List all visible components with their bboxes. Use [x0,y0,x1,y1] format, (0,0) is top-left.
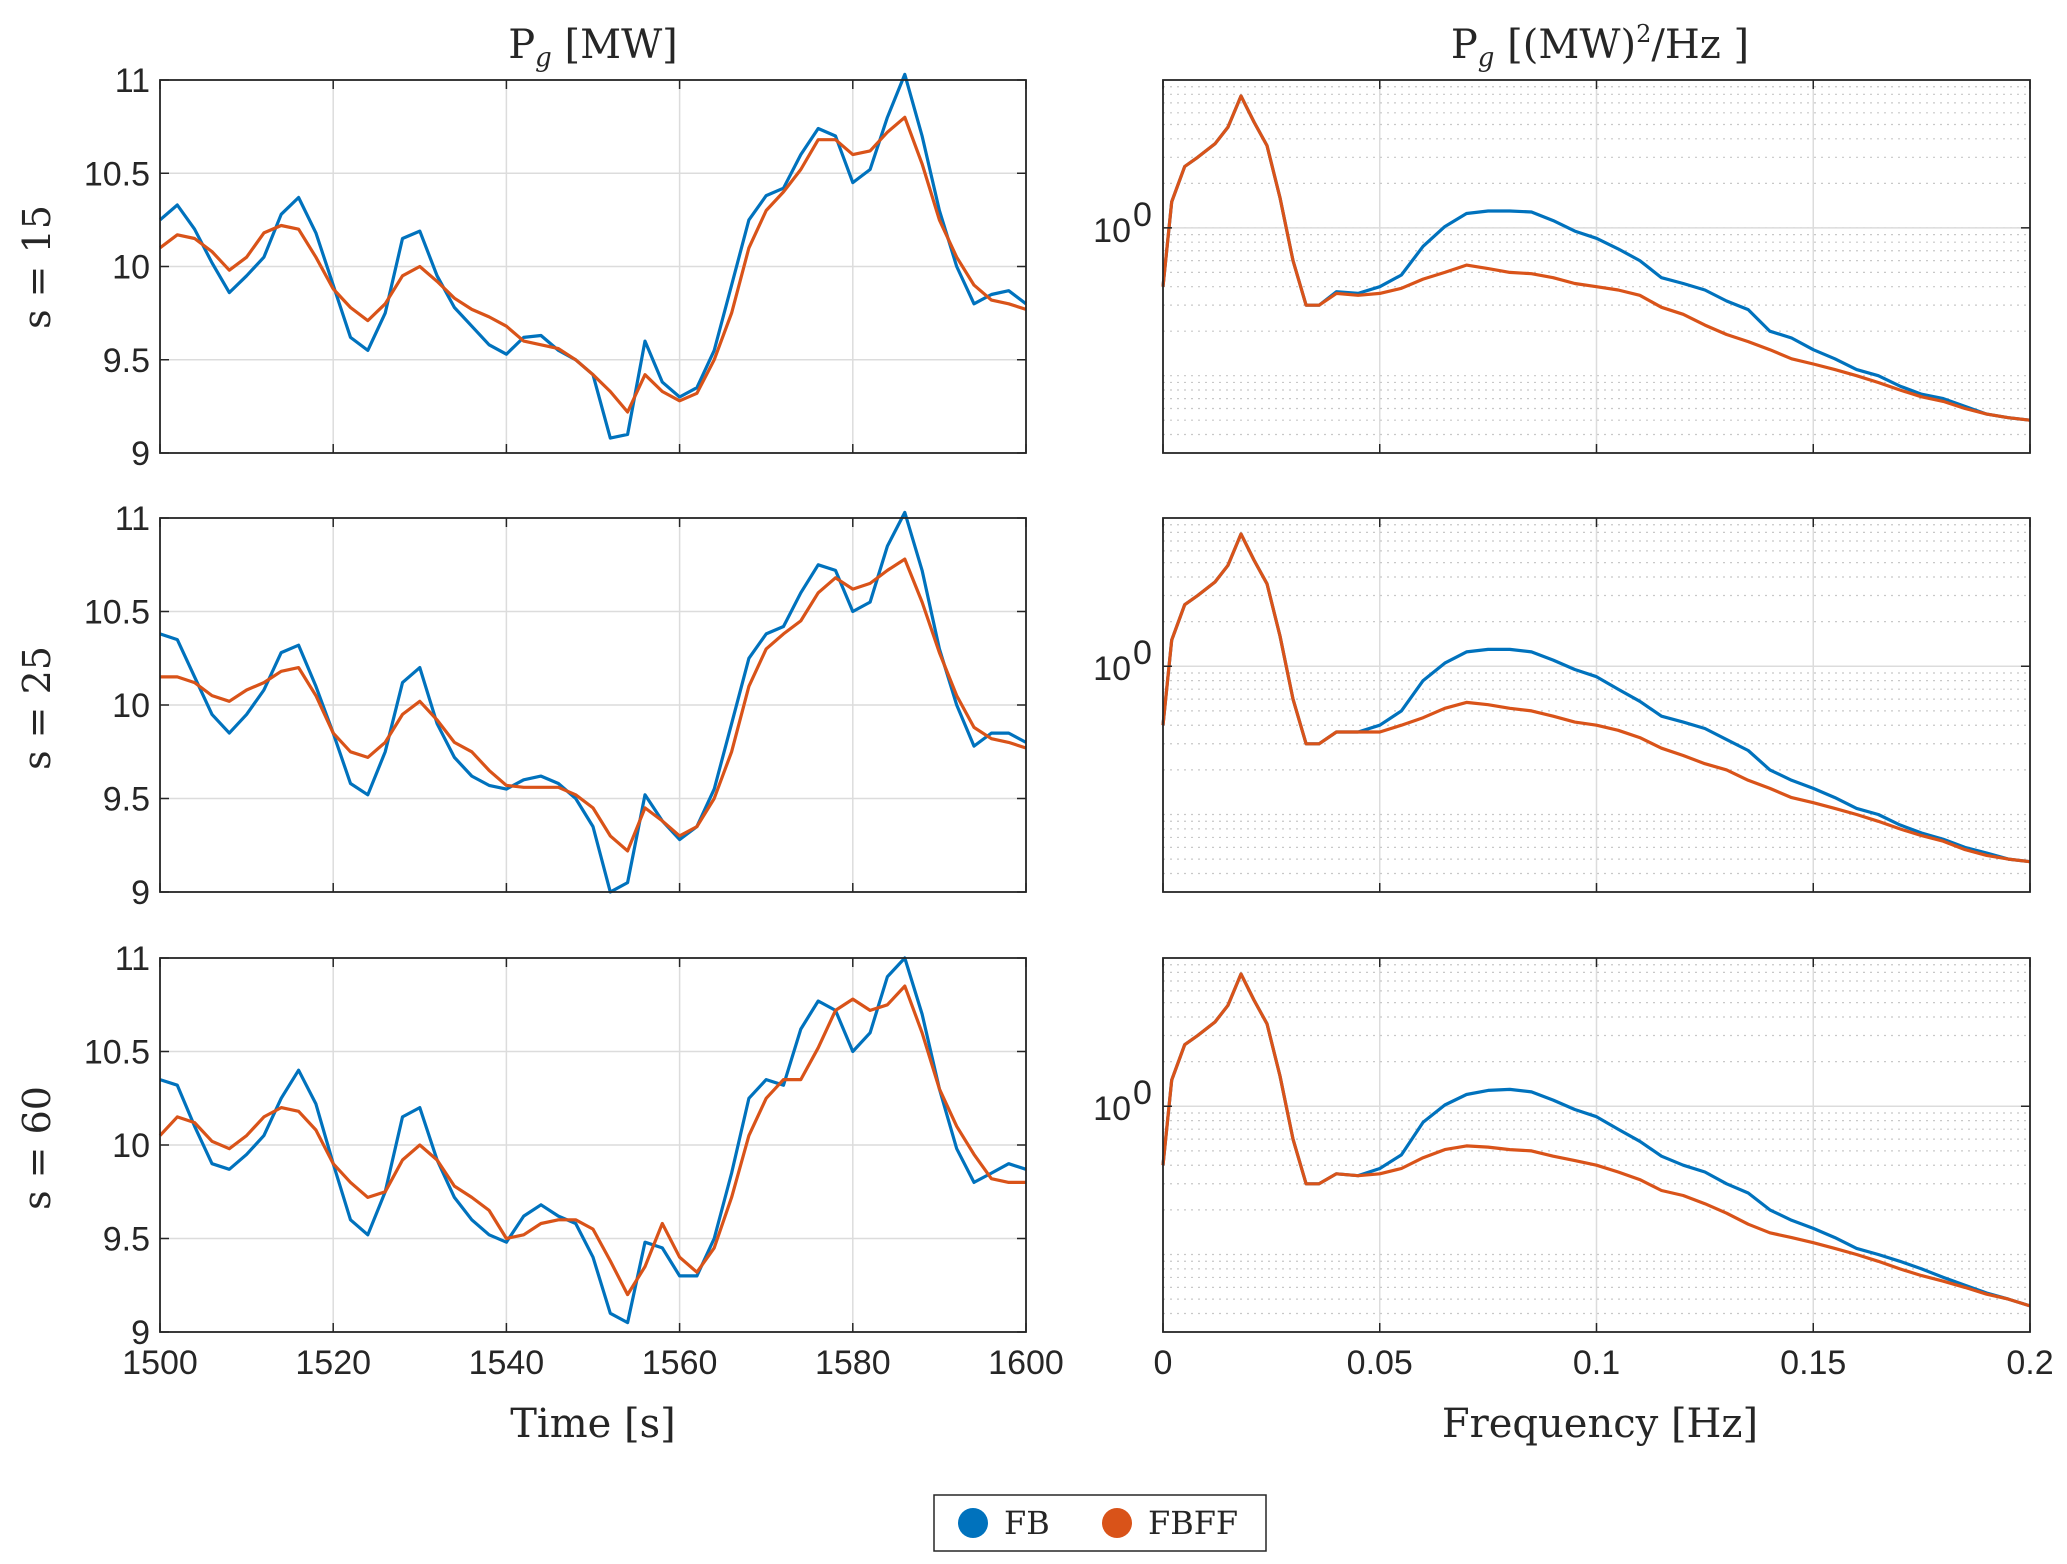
row-label-s25: s = 25 [15,646,59,770]
ytick-label: 11 [115,500,150,538]
xtick-label: 1560 [642,1344,718,1382]
ytick-label: 10 [1093,1090,1131,1128]
ytick-label: 10 [112,249,150,287]
ytick-label: 9.5 [103,1221,150,1259]
ytick-label: 10.5 [84,1034,150,1072]
series-line-fbff [1161,532,2031,864]
xtick-label: 0 [1154,1344,1173,1382]
series-line-fbff [1161,94,2031,422]
legend: FB FBFF [933,1494,1267,1552]
ytick-label: 10.5 [84,594,150,632]
row-label-s60: s = 60 [15,1086,59,1210]
series-line-fb [158,72,1027,440]
legend-marker-fbff [1102,1508,1132,1538]
series-line-fb [159,510,1027,894]
panel-freq-s60: 0 0.05 0.1 0.15 0.210 0 [1093,957,2054,1382]
freq-column-title: Pg [(MW)2/Hz ] [1451,20,1749,73]
freq-xlabel: Frequency [Hz] [1442,1401,1758,1447]
panel-freq-s25: 10 0 [1093,517,2031,893]
ytick-label: 9 [131,435,150,473]
ytick-label: 10 [112,1127,150,1165]
legend-box [933,1494,1267,1552]
xtick-label: 0.15 [1780,1344,1846,1382]
panel-freq-s15: 10 0 [1093,79,2031,454]
xtick-label: 0.1 [1573,1344,1620,1382]
series-line-fb [159,956,1027,1325]
time-xlabel: Time [s] [510,1401,676,1447]
row-label-s15: s = 15 [15,205,59,329]
ytick-label: 10 [1093,650,1131,688]
time-column-title: Pg [MW] [508,22,678,73]
ytick-label: 11 [115,940,150,978]
ytick-label: 11 [115,62,150,100]
panel-time-s60: 1500 1520 1540 1560 1580 1600 9 9.5 10 10.5 11 [84,940,1064,1382]
series-line-fbff [1161,972,2031,1308]
ytick-label: 10 [1093,212,1131,250]
ytick-label: 9.5 [103,342,150,380]
xtick-label: 1500 [122,1344,198,1382]
ytick-label-exponent: 0 [1133,1074,1152,1112]
series-line-fbff [158,984,1026,1297]
legend-label-fbff: FBFF [1148,1504,1238,1542]
ytick-label: 9 [131,1314,150,1352]
xtick-label: 0.05 [1347,1344,1413,1382]
xtick-label: 1580 [815,1344,891,1382]
legend-marker-fb [958,1508,988,1538]
series-line-fbff [159,115,1027,414]
ytick-label-exponent: 0 [1133,634,1152,672]
legend-label-fb: FB [1004,1504,1050,1542]
ytick-label: 9.5 [103,781,150,819]
ytick-label-exponent: 0 [1133,196,1152,234]
xtick-label: 1540 [469,1344,545,1382]
ytick-label: 10.5 [84,155,150,193]
ytick-label: 10 [112,687,150,725]
xtick-label: 1600 [988,1344,1064,1382]
panel-time-s25: 9 9.5 10 10.5 11 [84,500,1027,912]
xtick-label: 0.2 [2006,1344,2053,1382]
xtick-label: 1520 [295,1344,371,1382]
panel-time-s15: 9 9.5 10 10.5 11 [84,62,1027,473]
series-line-fbff [160,557,1027,853]
ytick-label: 9 [131,874,150,912]
